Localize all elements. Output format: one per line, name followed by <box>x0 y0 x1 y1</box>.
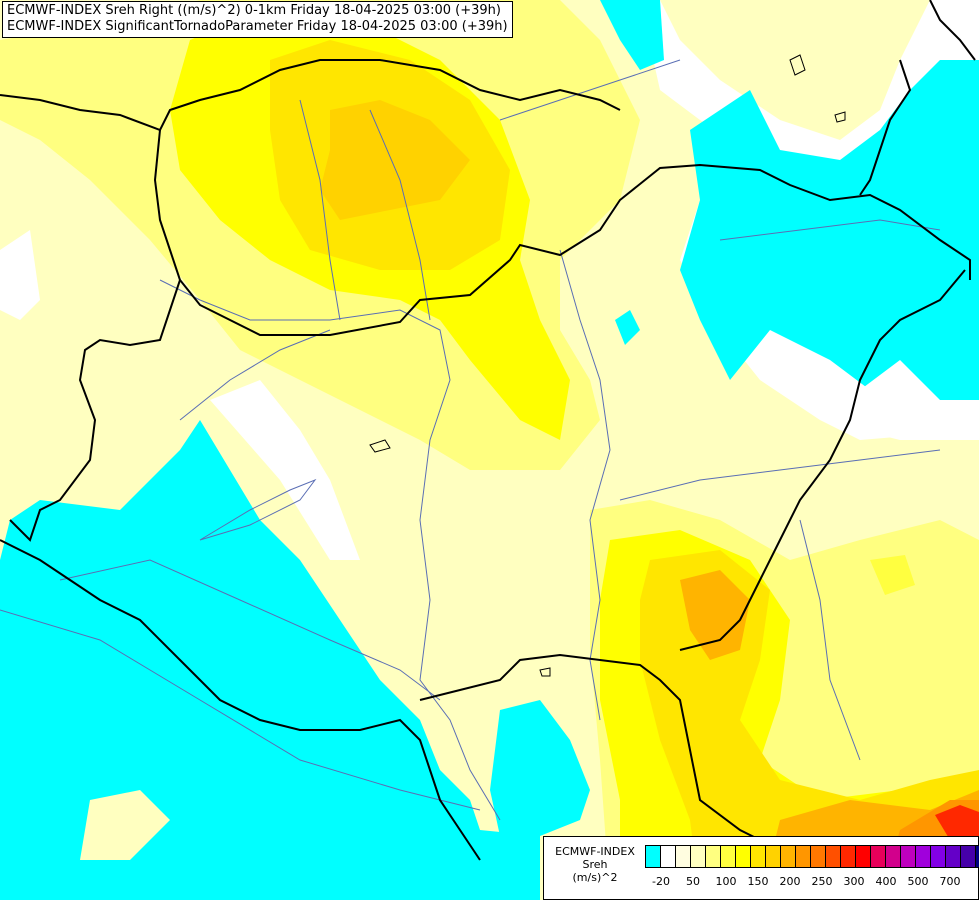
border-sk-north <box>0 59 621 132</box>
field-white-west-2 <box>210 380 360 560</box>
field-yellow-spot-e <box>870 555 915 595</box>
lake-2 <box>789 54 806 76</box>
legend-swatch <box>946 846 961 867</box>
border-hu-north <box>179 163 971 336</box>
legend-swatch <box>886 846 901 867</box>
legend-tick-label: 200 <box>779 875 801 888</box>
legend-swatch <box>781 846 796 867</box>
field-pale-yellow-ne <box>660 0 930 140</box>
legend-swatch <box>661 846 676 867</box>
legend-swatch <box>931 846 946 867</box>
field-white-west <box>0 230 40 320</box>
legend-tick-label: 500 <box>907 875 929 888</box>
legend-swatch <box>721 846 736 867</box>
field-cyan-west <box>0 420 540 900</box>
river-balaton <box>199 478 317 541</box>
border-hr-hu <box>0 539 481 861</box>
legend-swatch <box>676 846 691 867</box>
field-orange-north <box>320 100 470 220</box>
legend-label: ECMWF-INDEX Sreh (m/s)^2 <box>548 845 642 884</box>
legend-tick-label: 150 <box>747 875 769 888</box>
river-danube <box>159 279 501 821</box>
border-ua-north <box>859 59 912 196</box>
border-pl-ua <box>929 0 976 61</box>
legend-swatches <box>645 845 979 868</box>
river-ne <box>719 219 941 241</box>
border-at-hu <box>9 129 182 542</box>
river-mures <box>619 449 941 501</box>
border-hu-rs <box>419 653 761 841</box>
legend-swatch <box>736 846 751 867</box>
field-orange-se <box>680 570 750 660</box>
legend-tick-label: 100 <box>715 875 737 888</box>
legend-tick-label: 300 <box>843 875 865 888</box>
legend-tick-label: 50 <box>686 875 700 888</box>
borders <box>0 0 976 861</box>
legend-swatch <box>841 846 856 867</box>
legend-swatch <box>916 846 931 867</box>
title-line-1: ECMWF-INDEX Sreh Right ((m/s)^2) 0-1km F… <box>7 3 501 18</box>
river-drava <box>59 559 441 701</box>
river-north <box>499 59 681 121</box>
border-ro-east <box>679 269 966 651</box>
river-raba <box>179 329 331 421</box>
river-olt <box>799 519 861 761</box>
lakes <box>369 54 846 677</box>
legend-line-2: Sreh <box>582 858 608 871</box>
legend-line-1: ECMWF-INDEX <box>555 845 635 858</box>
legend-swatch <box>691 846 706 867</box>
field-red-se <box>935 805 979 840</box>
field-white-ne <box>860 360 979 440</box>
river-vah <box>299 99 341 321</box>
lake-4 <box>539 667 551 677</box>
legend-swatch <box>976 846 979 867</box>
lake-3 <box>834 111 846 123</box>
legend-swatch <box>796 846 811 867</box>
legend-swatch <box>766 846 781 867</box>
map-title: ECMWF-INDEX Sreh Right ((m/s)^2) 0-1km F… <box>2 1 513 38</box>
field-cyan-top <box>600 0 664 70</box>
legend-swatch <box>826 846 841 867</box>
legend-tick-label: 400 <box>875 875 897 888</box>
legend-swatch <box>811 846 826 867</box>
legend-tick-label: -20 <box>652 875 670 888</box>
legend-swatch <box>961 846 976 867</box>
field-pale-sw <box>80 790 170 860</box>
legend-swatch <box>871 846 886 867</box>
legend-line-3: (m/s)^2 <box>572 871 618 884</box>
legend-swatch <box>856 846 871 867</box>
legend-tick-label: 700 <box>939 875 961 888</box>
color-legend: ECMWF-INDEX Sreh (m/s)^2 -20 50 100 150 200 2… <box>543 836 979 900</box>
lake-1 <box>369 439 391 453</box>
legend-swatch <box>646 846 661 867</box>
field-cyan-ne <box>680 60 979 430</box>
river-tisza <box>559 249 611 721</box>
legend-swatch <box>751 846 766 867</box>
legend-tick-label: 250 <box>811 875 833 888</box>
legend-swatch <box>901 846 916 867</box>
title-line-2: ECMWF-INDEX SignificantTornadoParameter … <box>7 19 508 34</box>
field-cyan-blob <box>615 310 640 345</box>
rivers <box>0 59 941 821</box>
legend-swatch <box>706 846 721 867</box>
field-cyan-south <box>490 700 590 836</box>
river-hron <box>369 109 431 321</box>
river-sava <box>0 609 481 811</box>
